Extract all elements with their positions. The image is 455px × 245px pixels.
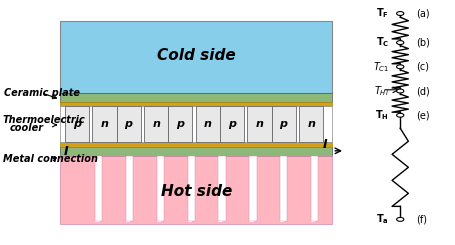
Bar <box>157 156 164 220</box>
Text: n: n <box>307 119 314 129</box>
FancyBboxPatch shape <box>60 21 332 93</box>
Bar <box>310 156 318 220</box>
Text: p: p <box>279 119 287 129</box>
Bar <box>218 156 222 222</box>
Bar <box>187 156 194 220</box>
Text: $T_{Hi}$: $T_{Hi}$ <box>373 84 388 98</box>
Bar <box>187 156 192 222</box>
Text: $\mathbf{T_H}$: $\mathbf{T_H}$ <box>374 108 388 122</box>
Text: I: I <box>64 145 68 158</box>
Bar <box>219 106 243 142</box>
Bar <box>249 156 256 220</box>
Circle shape <box>396 65 403 69</box>
Text: Ceramic plate: Ceramic plate <box>4 88 80 99</box>
Bar <box>126 156 130 222</box>
Bar <box>60 102 332 106</box>
Text: n: n <box>152 119 160 129</box>
Circle shape <box>396 41 403 45</box>
Circle shape <box>396 113 403 117</box>
Bar <box>60 142 332 147</box>
Text: p: p <box>228 119 235 129</box>
Bar <box>279 156 287 220</box>
Text: (e): (e) <box>415 110 429 120</box>
Bar <box>92 106 116 142</box>
Text: p: p <box>176 119 184 129</box>
Bar <box>157 156 161 222</box>
Bar <box>65 106 89 142</box>
Text: n: n <box>101 119 108 129</box>
Text: (d): (d) <box>415 86 429 96</box>
Text: $\mathbf{T_a}$: $\mathbf{T_a}$ <box>375 212 388 226</box>
Text: $\mathbf{T_F}$: $\mathbf{T_F}$ <box>375 7 388 20</box>
Bar <box>218 156 225 220</box>
Text: p: p <box>73 119 81 129</box>
Text: (b): (b) <box>415 37 429 48</box>
Bar <box>60 93 332 102</box>
Text: (a): (a) <box>415 9 429 19</box>
Text: Thermoelectric: Thermoelectric <box>3 115 85 125</box>
Bar <box>279 156 284 222</box>
Bar <box>168 106 192 142</box>
Bar <box>95 156 99 222</box>
Bar <box>60 156 332 224</box>
Text: n: n <box>203 119 211 129</box>
Bar <box>95 156 102 220</box>
Text: p: p <box>124 119 132 129</box>
Text: cooler: cooler <box>10 123 43 133</box>
Text: $\mathbf{T_C}$: $\mathbf{T_C}$ <box>375 36 388 49</box>
Bar <box>298 106 323 142</box>
Circle shape <box>396 12 403 15</box>
Bar <box>249 156 253 222</box>
Text: Hot side: Hot side <box>160 184 232 199</box>
Text: I: I <box>323 138 327 151</box>
Bar <box>116 106 140 142</box>
Circle shape <box>396 89 403 93</box>
Text: n: n <box>255 119 263 129</box>
Text: Metal connection: Metal connection <box>3 154 97 164</box>
Text: (c): (c) <box>415 62 428 72</box>
Bar <box>60 106 332 142</box>
Bar <box>271 106 295 142</box>
Bar <box>341 156 345 222</box>
Text: (f): (f) <box>415 214 426 224</box>
Bar <box>247 106 271 142</box>
Text: $T_{C1}$: $T_{C1}$ <box>372 60 388 74</box>
Bar <box>310 156 314 222</box>
Text: Cold side: Cold side <box>157 49 235 63</box>
Bar <box>60 147 332 156</box>
Bar <box>195 106 219 142</box>
Circle shape <box>396 218 403 221</box>
Bar <box>126 156 133 220</box>
Bar <box>144 106 168 142</box>
